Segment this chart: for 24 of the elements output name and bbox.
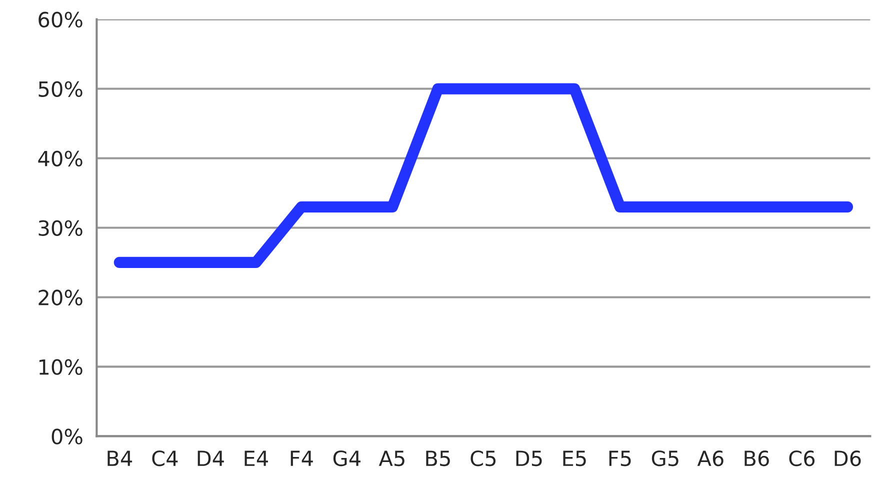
x-tick-label: B6 — [744, 450, 769, 466]
y-tick-label: 40% — [38, 150, 82, 166]
x-tick-label: C6 — [789, 450, 815, 466]
x-tick-label: G4 — [333, 450, 360, 466]
x-tick-label: F4 — [290, 450, 313, 466]
x-tick-label: D5 — [516, 450, 542, 466]
x-tick-label: D4 — [198, 450, 224, 466]
x-tick-label: C4 — [152, 450, 178, 466]
y-tick-label: 60% — [38, 12, 82, 28]
x-tick-label: F5 — [609, 450, 631, 466]
y-tick-label: 50% — [38, 81, 82, 97]
x-tick-label: C5 — [470, 450, 496, 466]
y-tick-label: 20% — [38, 290, 82, 306]
x-tick-label: B5 — [426, 450, 450, 466]
x-tick-label: A5 — [378, 450, 404, 466]
x-tick-label: E4 — [244, 450, 268, 466]
x-tick-label: B4 — [108, 450, 132, 466]
y-tick-label: 10% — [39, 359, 82, 375]
x-tick-label: E5 — [563, 450, 586, 466]
x-tick-label: G5 — [652, 450, 678, 466]
y-tick-label: 30% — [38, 220, 82, 236]
x-tick-label: A6 — [697, 450, 724, 466]
y-tick-label: 0% — [52, 428, 82, 444]
x-tick-label: D6 — [834, 450, 861, 466]
